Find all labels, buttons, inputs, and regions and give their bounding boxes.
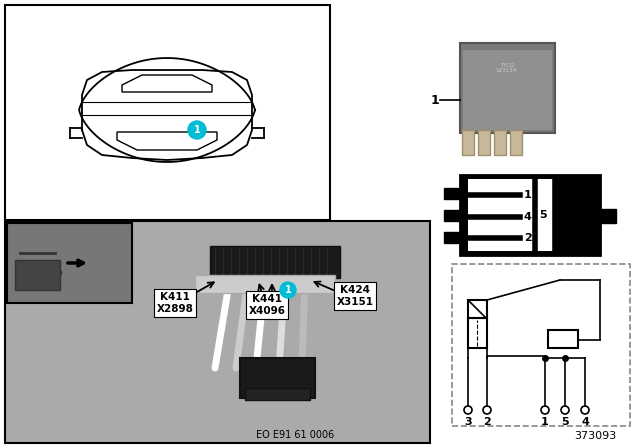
- Bar: [5, 221, 430, 443]
- Bar: [548, 330, 578, 348]
- Text: 4: 4: [581, 417, 589, 427]
- Circle shape: [541, 406, 549, 414]
- Bar: [460, 43, 555, 133]
- Circle shape: [581, 406, 589, 414]
- Bar: [462, 130, 474, 155]
- Circle shape: [483, 406, 491, 414]
- Bar: [210, 246, 340, 278]
- Bar: [444, 188, 462, 199]
- Bar: [7, 223, 132, 303]
- Text: 2: 2: [524, 233, 532, 243]
- Text: 2: 2: [483, 417, 491, 427]
- Text: 373093: 373093: [574, 431, 616, 441]
- Text: 3: 3: [559, 210, 566, 220]
- Text: 1: 1: [285, 285, 291, 295]
- Text: 1: 1: [194, 125, 200, 135]
- Bar: [510, 130, 522, 155]
- Text: 4: 4: [524, 212, 532, 222]
- Circle shape: [561, 406, 569, 414]
- Text: TYCO
V23134: TYCO V23134: [497, 63, 518, 73]
- Bar: [468, 318, 487, 348]
- Text: 1: 1: [431, 94, 440, 107]
- Text: EO E91 61 0006: EO E91 61 0006: [256, 430, 334, 440]
- Bar: [5, 5, 330, 220]
- Bar: [15, 260, 60, 290]
- Bar: [463, 50, 552, 130]
- Bar: [478, 130, 490, 155]
- Text: 1: 1: [541, 417, 549, 427]
- Bar: [444, 210, 462, 221]
- Bar: [600, 209, 616, 223]
- Bar: [195, 275, 335, 293]
- Circle shape: [280, 282, 296, 298]
- Circle shape: [188, 121, 206, 139]
- Bar: [460, 175, 600, 255]
- Text: 5: 5: [539, 210, 547, 220]
- Bar: [494, 130, 506, 155]
- Bar: [245, 388, 310, 400]
- Text: 1: 1: [524, 190, 532, 200]
- Text: K441
X4096: K441 X4096: [248, 294, 285, 316]
- Bar: [240, 358, 315, 398]
- Circle shape: [464, 406, 472, 414]
- Bar: [452, 264, 630, 426]
- Bar: [468, 179, 556, 251]
- Polygon shape: [117, 132, 217, 150]
- Text: K411
X2898: K411 X2898: [157, 292, 193, 314]
- Bar: [444, 232, 462, 243]
- Text: K424
X3151: K424 X3151: [337, 285, 374, 307]
- Bar: [468, 300, 487, 318]
- Text: 5: 5: [561, 417, 569, 427]
- Text: 3: 3: [464, 417, 472, 427]
- Polygon shape: [122, 75, 212, 92]
